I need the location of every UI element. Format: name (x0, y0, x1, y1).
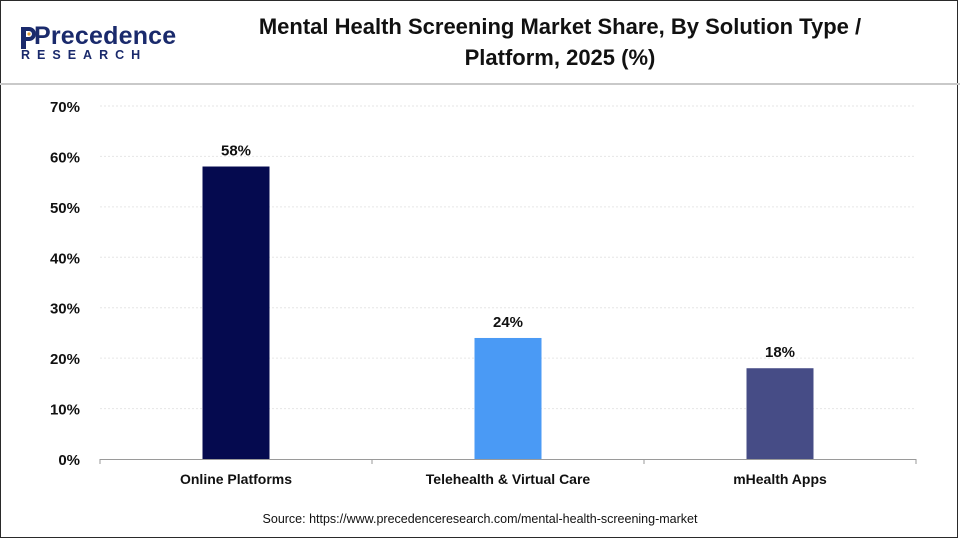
header-divider (0, 83, 960, 85)
bars (202, 166, 814, 459)
x-tick-label: Online Platforms (180, 471, 292, 487)
data-label: 24% (493, 314, 523, 331)
logo-subtext: RESEARCH (21, 48, 148, 62)
y-tick-label: 70% (50, 99, 80, 116)
bar (746, 368, 814, 459)
y-tick-label: 60% (50, 149, 80, 166)
y-tick-label: 40% (50, 250, 80, 267)
chart-title-line-2: Platform, 2025 (%) (464, 45, 656, 70)
x-tick-label: Telehealth & Virtual Care (426, 471, 591, 487)
bar (474, 337, 542, 459)
x-axis-ticks: Online Platforms Telehealth & Virtual Car… (180, 471, 827, 487)
logo-word: Precedence (34, 22, 177, 50)
source-note: Source: https://www.precedenceresearch.c… (262, 512, 698, 526)
x-axis (99, 459, 917, 464)
y-tick-label: 30% (50, 301, 80, 318)
logo-mark-icon (21, 27, 36, 49)
data-label: 18% (765, 344, 795, 361)
data-label: 58% (221, 143, 251, 160)
brand-logo: Precedence RESEARCH (18, 22, 176, 66)
chart-title-line-1: Mental Health Screening Market Share, By… (258, 14, 862, 39)
y-tick-label: 20% (50, 351, 80, 368)
x-tick-label: mHealth Apps (733, 471, 827, 487)
y-tick-label: 0% (58, 452, 80, 469)
y-tick-label: 50% (50, 200, 80, 217)
data-labels: 58% 24% 18% (221, 143, 795, 362)
y-tick-label: 10% (50, 402, 80, 419)
bar (202, 166, 270, 459)
y-axis-ticks: 0% 10% 20% 30% 40% 50% 60% 70% (50, 99, 80, 469)
